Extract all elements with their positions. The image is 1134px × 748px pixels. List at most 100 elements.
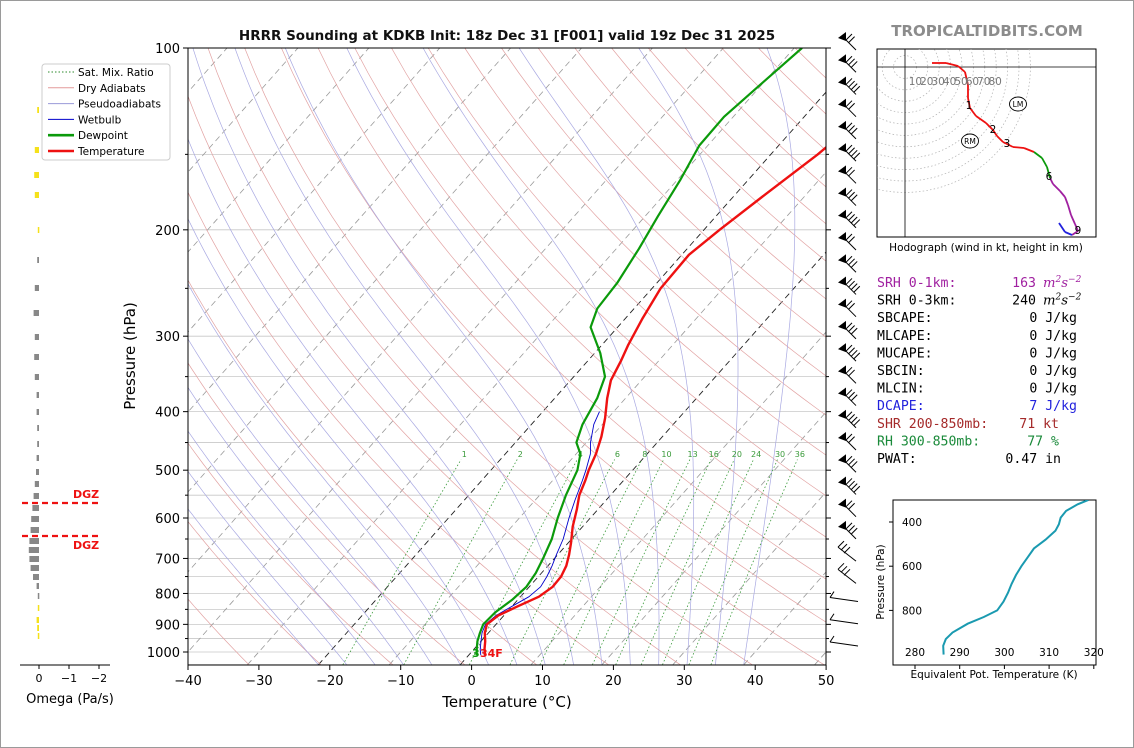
legend-label: Pseudoadiabats	[78, 99, 161, 111]
omega-bar	[34, 147, 39, 153]
legend-label: Sat. Mix. Ratio	[78, 67, 154, 79]
omega-bar	[36, 409, 39, 415]
y-tick-label: 100	[155, 42, 180, 57]
y-tick-label: 500	[155, 464, 180, 479]
x-tick-label: 40	[747, 674, 764, 689]
index-value: 71 kt	[1019, 417, 1059, 432]
isotherm-line	[188, 48, 582, 493]
legend-label: Dewpoint	[78, 130, 128, 142]
isotherm-line	[188, 48, 511, 413]
hodograph-height-label: 1	[966, 100, 973, 112]
index-value: 0 J/kg	[1029, 364, 1077, 379]
dry-adiabat	[317, 48, 826, 580]
mixing-ratio-line	[592, 459, 691, 665]
isotherm-line	[0, 48, 14, 665]
index-label: MLCAPE:	[877, 329, 933, 344]
pseudoadiabat	[234, 48, 574, 665]
theta-e-x-tick-label: 280	[905, 647, 925, 659]
y-tick-label: 900	[155, 618, 180, 633]
hodograph-trace-segment	[1070, 214, 1076, 225]
hodograph-ring-label: 60	[966, 76, 979, 88]
index-value: 0.47 in	[1005, 452, 1061, 467]
dry-adiabat	[244, 48, 825, 665]
mixing-ratio-label: 36	[795, 450, 805, 459]
hodograph-ring-label: 10	[909, 76, 922, 88]
wind-barbs	[829, 32, 861, 647]
omega-bar	[36, 455, 39, 461]
x-tick-label: 10	[534, 674, 551, 689]
theta-e-y-tick-label: 400	[902, 517, 922, 529]
index-unit: m2s−2	[1043, 275, 1082, 291]
dry-adiabat	[464, 48, 826, 416]
dry-adiabat	[188, 362, 465, 665]
omega-bar	[33, 574, 39, 580]
hodograph-trace-segment	[1064, 231, 1073, 236]
omega-bar	[34, 334, 39, 340]
omega-tick-label: −1	[61, 672, 77, 685]
mixing-ratio-label: 13	[687, 450, 697, 459]
chart-title: HRRR Sounding at KDKB Init: 18z Dec 31 […	[239, 28, 775, 44]
omega-bar	[37, 227, 40, 233]
hodograph-caption: Hodograph (wind in kt, height in km)	[889, 242, 1083, 254]
hodograph-trace-segment	[1052, 183, 1061, 192]
wind-barb	[829, 591, 859, 603]
omega-bar	[30, 565, 39, 571]
index-label: MUCAPE:	[877, 346, 933, 361]
wind-barb	[838, 387, 858, 406]
hodograph-height-label: 2	[990, 124, 997, 136]
index-value: 240	[1012, 294, 1036, 309]
index-value: 7 J/kg	[1029, 399, 1077, 414]
y-tick-label: 800	[155, 587, 180, 602]
omega-bar	[28, 547, 39, 553]
x-tick-label: −40	[174, 674, 201, 689]
hodograph-trace-segment	[1041, 157, 1048, 168]
dry-adiabat	[188, 442, 394, 665]
pseudoadiabat	[422, 48, 660, 665]
omega-bar	[30, 527, 39, 533]
pseudoadiabat	[188, 470, 347, 665]
hodograph-trace-segment	[1049, 177, 1054, 185]
omega-bar	[29, 556, 39, 562]
theta-e-y-tick-label: 800	[902, 605, 922, 617]
skewt-x-axis-label: Temperature (°C)	[441, 693, 571, 711]
hodograph-ring-label: 20	[920, 76, 933, 88]
wind-barb	[838, 32, 857, 51]
wind-barb	[838, 476, 861, 495]
omega-bar	[29, 538, 39, 544]
skewt-plot-border	[187, 47, 827, 666]
mixing-ratio-line	[342, 459, 462, 665]
omega-bar	[37, 257, 39, 263]
mixing-ratio-line	[710, 459, 798, 665]
omega-bar	[33, 310, 39, 316]
hodograph-trace-segment	[1023, 147, 1035, 153]
surface-dewpoint-label: 3	[472, 647, 480, 660]
wind-barb	[838, 365, 857, 384]
wind-barb	[838, 432, 857, 451]
hodograph-trace-segment	[1046, 166, 1051, 179]
wind-barb	[838, 454, 858, 473]
isotherm-line	[459, 251, 826, 665]
index-value: 0 J/kg	[1029, 311, 1077, 326]
theta-e-x-tick-label: 300	[994, 647, 1014, 659]
omega-bar	[37, 107, 39, 113]
hodograph-trace-segment	[969, 107, 977, 117]
surface-temperature-label: 34F	[480, 647, 503, 660]
dewpoint-profile	[475, 48, 803, 656]
wind-barb	[837, 562, 857, 584]
hodograph-trace-segment	[1067, 204, 1072, 216]
hodograph-ring-label: 40	[943, 76, 956, 88]
hodograph-trace-segment	[964, 71, 969, 86]
hodograph-height-label: 6	[1046, 171, 1053, 183]
wind-barb	[838, 98, 857, 118]
wind-barb	[838, 276, 861, 295]
index-label: PWAT:	[877, 452, 917, 467]
skewt-background-lines	[0, 48, 826, 665]
wind-barb	[838, 298, 857, 318]
hodograph-ring-label: 80	[989, 76, 1002, 88]
hodograph-ring-label: 50	[954, 76, 967, 88]
hodograph-trace-segment	[1071, 230, 1079, 236]
mixing-ratio-label: 10	[661, 450, 671, 459]
hodograph-trace-segment	[967, 97, 971, 109]
hodograph-trace-segment	[1059, 190, 1066, 198]
